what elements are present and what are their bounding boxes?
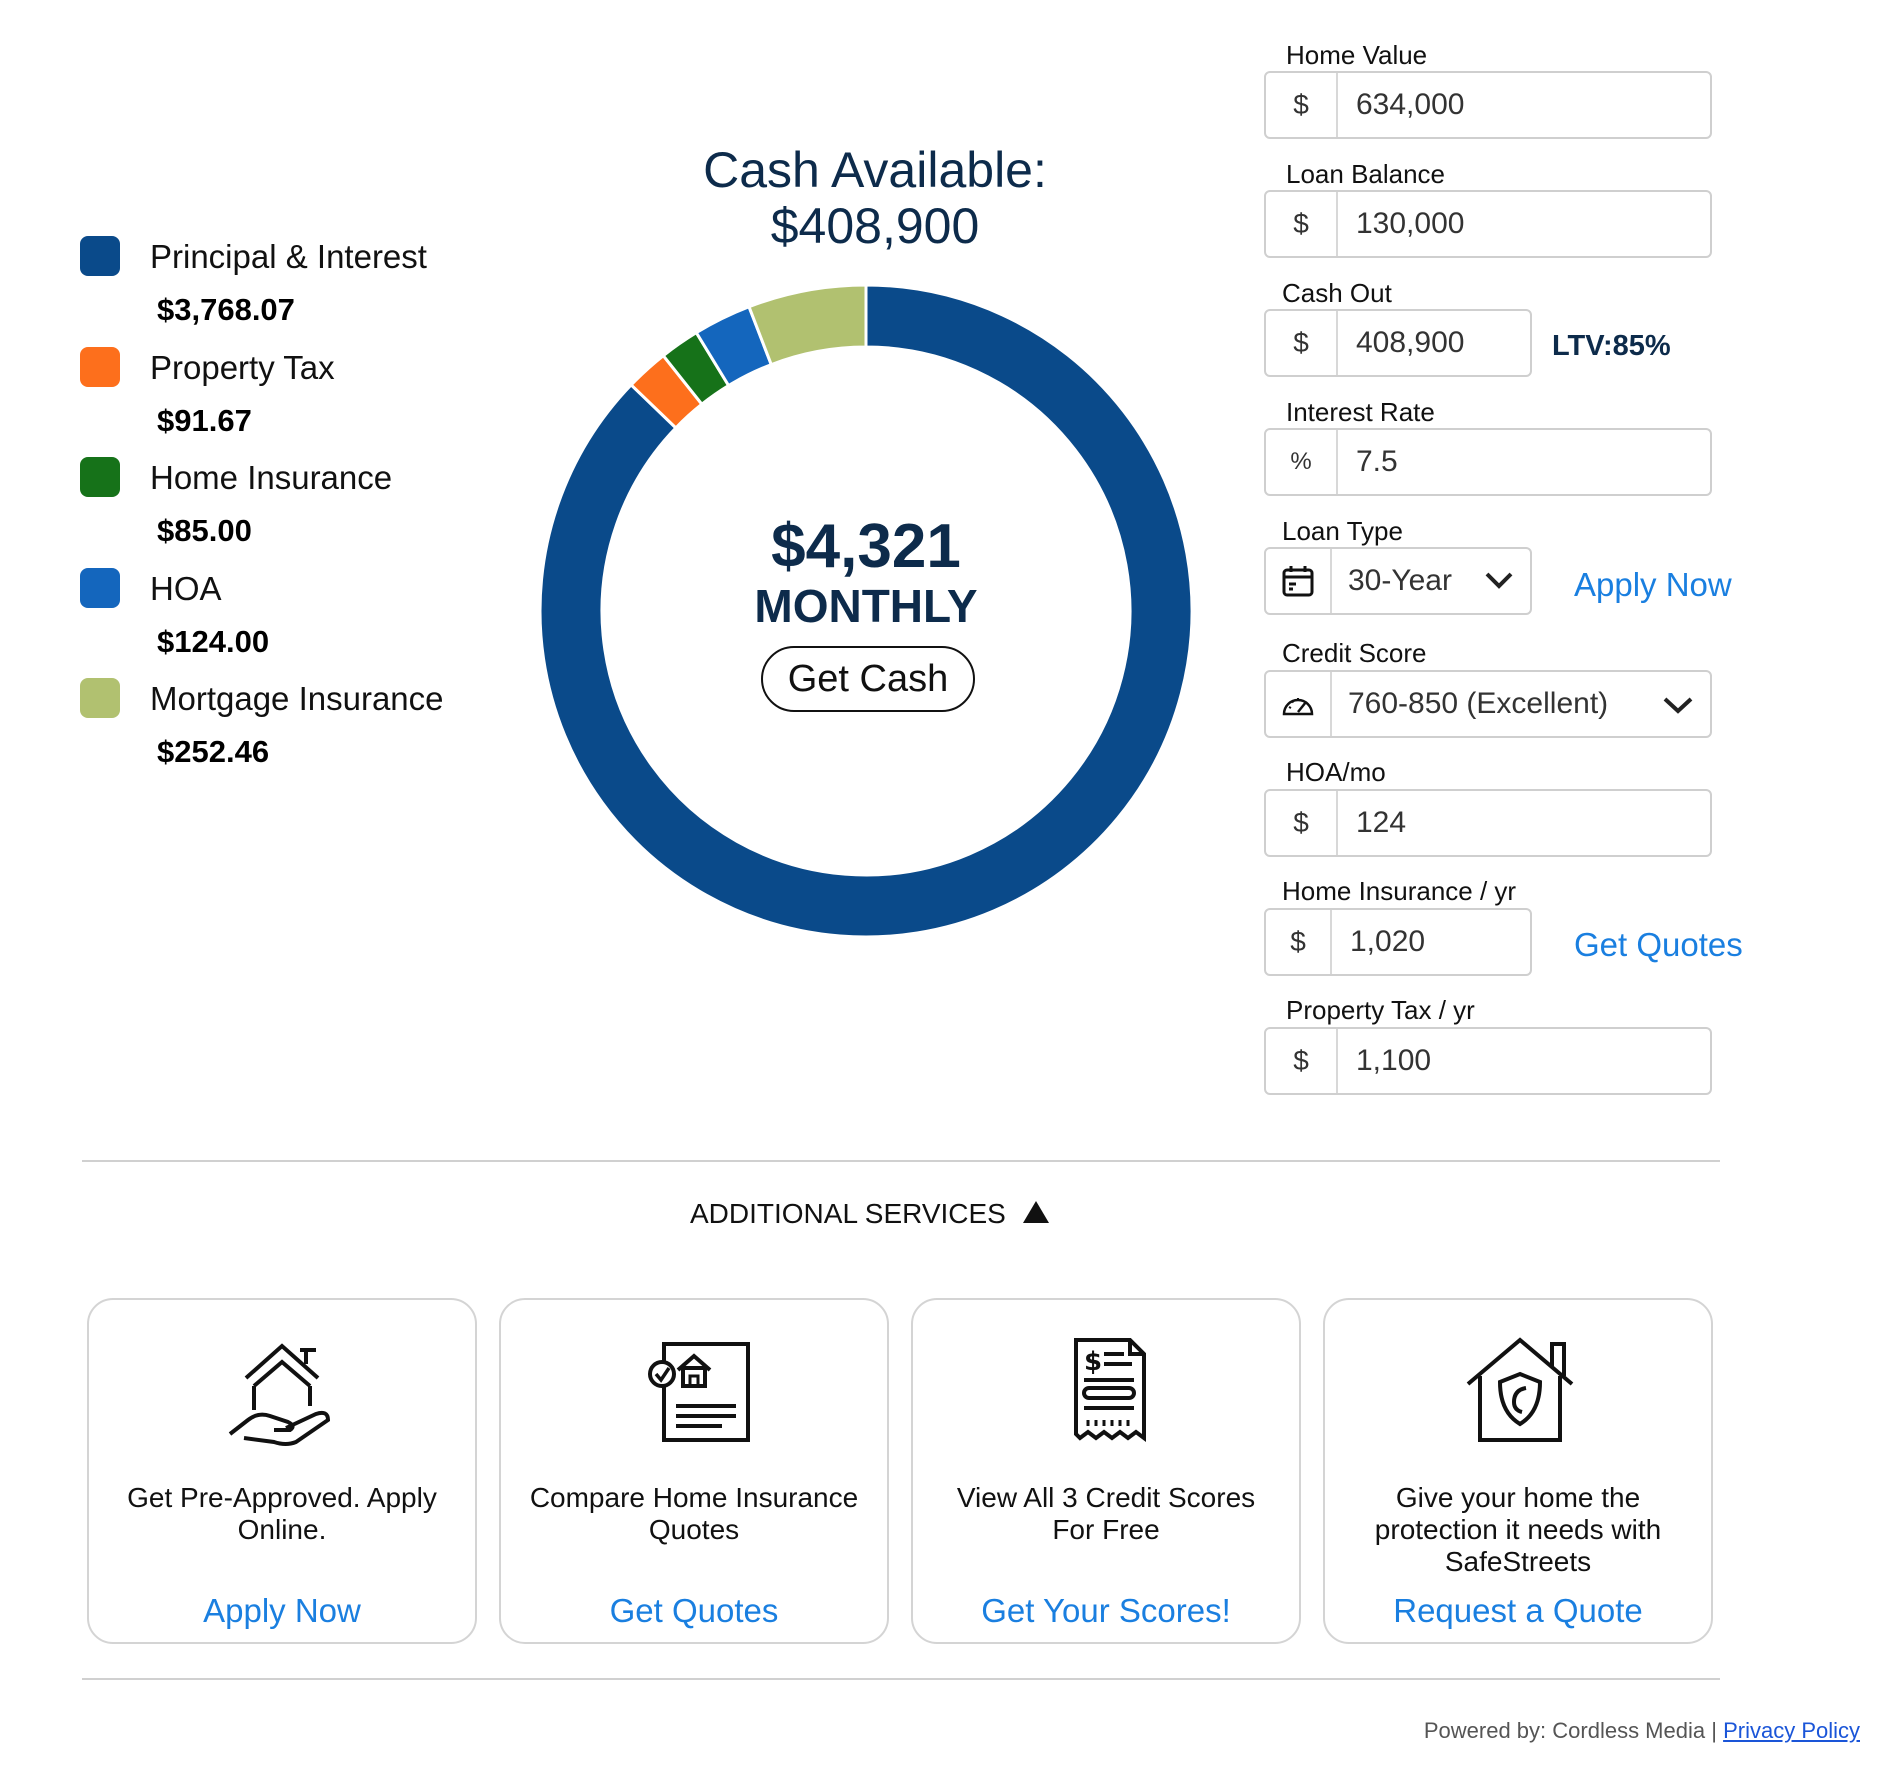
dollar-prefix: $ [1266,192,1338,256]
service-card-text: Get Pre-Approved. Apply Online. [127,1482,437,1545]
hoa-label: HOA/mo [1286,757,1386,787]
legend-label: Mortgage Insurance [150,680,444,717]
loan-balance-field[interactable]: $ [1264,190,1712,258]
cash-out-field[interactable]: $ [1264,309,1532,377]
home-value-input[interactable] [1356,73,1696,137]
interest-rate-label: Interest Rate [1286,397,1435,427]
get-cash-button[interactable]: Get Cash [761,646,975,712]
percent-prefix: % [1266,430,1338,494]
additional-services-title: ADDITIONAL SERVICES [690,1198,1006,1229]
dollar-prefix: $ [1266,1029,1338,1093]
footer-separator: | [1711,1718,1717,1743]
service-card-text: Compare Home Insurance Quotes [529,1482,859,1545]
cash-out-label: Cash Out [1282,278,1392,308]
section-divider [82,1160,1720,1162]
legend-swatch [80,678,120,718]
donut-slice-mortgage-insurance [747,285,868,367]
calendar-icon [1266,549,1332,613]
legend-label: HOA [150,570,222,607]
legend-label: Principal & Interest [150,238,427,275]
privacy-policy-link[interactable]: Privacy Policy [1723,1718,1860,1743]
house-in-hand-icon [228,1343,331,1446]
cash-available-amount: $408,900 [770,198,980,254]
service-card-link[interactable]: Get Your Scores! [981,1592,1231,1629]
legend-item-mortgage-insurance: Mortgage Insurance $252.46 [80,678,500,798]
powered-by-text: Powered by: Cordless Media [1423,1718,1706,1743]
property-tax-input[interactable] [1356,1029,1696,1093]
property-tax-field[interactable]: $ [1264,1027,1712,1095]
dollar-prefix: $ [1266,910,1332,974]
legend-value: $91.67 [157,403,252,438]
dollar-prefix: $ [1266,311,1338,375]
legend-value: $252.46 [157,734,270,769]
dollar-prefix: $ [1266,791,1338,855]
service-card-safestreets: Give your home the protection it needs w… [1323,1298,1713,1644]
legend-label: Home Insurance [150,459,393,496]
get-quotes-link[interactable]: Get Quotes [1574,926,1743,963]
home-shield-icon [1466,1337,1574,1442]
legend-item-property-tax: Property Tax $91.67 [80,347,500,467]
service-card-link[interactable]: Get Quotes [609,1592,779,1629]
monthly-payment-amount: $4,321 [771,512,961,581]
legend-value: $85.00 [157,513,252,548]
legend-item-principal-interest: Principal & Interest $3,768.07 [80,236,500,356]
service-card-link[interactable]: Request a Quote [1393,1592,1643,1629]
home-insurance-label: Home Insurance / yr [1282,876,1517,906]
home-value-label: Home Value [1286,40,1428,70]
cash-available-title: Cash Available: [703,142,1047,198]
legend-value: $124.00 [157,624,270,659]
home-insurance-field[interactable]: $ [1264,908,1532,976]
home-value-field[interactable]: $ [1264,71,1712,139]
hoa-input[interactable] [1356,791,1696,855]
legend-value: $3,768.07 [157,292,295,327]
interest-rate-field[interactable]: % [1264,428,1712,496]
loan-balance-label: Loan Balance [1286,159,1446,189]
svg-text:$: $ [1084,1347,1102,1377]
donut-slice-principal-interest [540,285,1192,937]
ltv-indicator: LTV:85% [1552,330,1671,362]
cash-out-input[interactable] [1356,311,1516,375]
loan-type-value: 30-Year [1348,564,1452,597]
service-card-text: Give your home the protection it needs w… [1374,1482,1662,1577]
legend-label: Property Tax [150,349,335,386]
service-card-text: View All 3 Credit Scores For Free [956,1482,1256,1545]
legend-swatch [80,457,120,497]
apply-now-link[interactable]: Apply Now [1574,566,1732,603]
loan-type-label: Loan Type [1282,516,1403,546]
service-card-link[interactable]: Apply Now [203,1592,361,1629]
credit-score-value: 760-850 (Excellent) [1348,687,1609,720]
monthly-label: MONTHLY [754,580,978,632]
triangle-up-icon [1022,1201,1049,1223]
service-card-preapproval: Get Pre-Approved. Apply Online. Apply No… [87,1298,477,1644]
hoa-field[interactable]: $ [1264,789,1712,857]
service-card-credit-scores: $ View All 3 Credit Scores For Free Get … [911,1298,1301,1644]
legend-swatch [80,568,120,608]
dollar-prefix: $ [1266,73,1338,137]
credit-report-icon: $ [1074,1338,1146,1442]
chevron-down-icon [1485,572,1513,589]
legend-item-home-insurance: Home Insurance $85.00 [80,457,500,577]
chevron-down-icon [1663,697,1693,714]
footer: Powered by: Cordless Media | Privacy Pol… [1424,1718,1860,1744]
legend-item-hoa: HOA $124.00 [80,568,500,688]
section-divider [82,1678,1720,1680]
service-card-home-insurance: Compare Home Insurance Quotes Get Quotes [499,1298,889,1644]
loan-balance-input[interactable] [1356,192,1696,256]
gauge-icon [1266,672,1332,736]
legend-swatch [80,236,120,276]
interest-rate-input[interactable] [1356,430,1696,494]
payment-donut-chart [540,285,1192,937]
home-insurance-input[interactable] [1350,910,1520,974]
insurance-document-icon [648,1342,750,1442]
loan-type-select[interactable]: 30-Year [1264,547,1532,615]
property-tax-label: Property Tax / yr [1286,995,1475,1025]
credit-score-label: Credit Score [1282,638,1427,668]
credit-score-select[interactable]: 760-850 (Excellent) [1264,670,1712,738]
additional-services-toggle[interactable]: ADDITIONAL SERVICES [690,1198,1050,1230]
legend-swatch [80,347,120,387]
